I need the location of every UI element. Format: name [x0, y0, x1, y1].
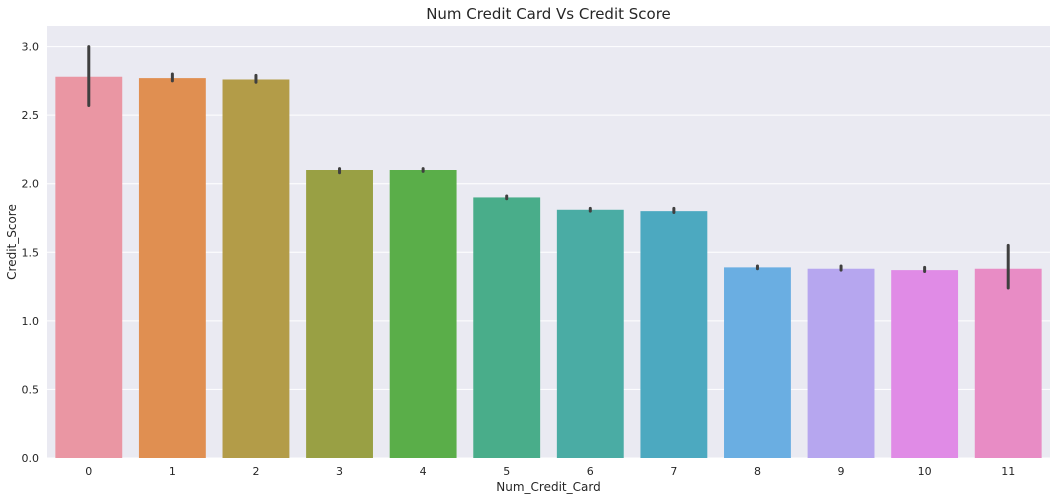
plot-background	[47, 26, 1050, 458]
error-bars	[87, 45, 1010, 290]
x-tick-label: 5	[503, 465, 510, 478]
bar	[306, 170, 373, 458]
x-tick-label: 11	[1001, 465, 1015, 478]
x-tick-label: 9	[838, 465, 845, 478]
x-tick-label: 6	[587, 465, 594, 478]
bar	[222, 79, 290, 458]
x-tick-label: 0	[85, 465, 92, 478]
bar	[389, 170, 457, 458]
x-tick-label: 7	[670, 465, 677, 478]
bars	[55, 76, 1042, 458]
y-tick-label: 0.0	[22, 452, 40, 465]
x-tick-label: 1	[169, 465, 176, 478]
bar	[640, 211, 708, 458]
x-tick-label: 4	[420, 465, 427, 478]
x-axis-ticks: 0 1 2 3 4 5 6 7 8 9 10 11	[85, 465, 1015, 478]
chart-title: Num Credit Card Vs Credit Score	[426, 5, 671, 23]
x-axis-label: Num_Credit_Card	[496, 480, 600, 494]
y-tick-label: 0.5	[22, 383, 40, 396]
bar	[807, 268, 875, 458]
y-tick-label: 2.5	[22, 109, 40, 122]
y-tick-label: 3.0	[22, 41, 40, 54]
y-tick-label: 2.0	[22, 178, 40, 191]
gridlines	[47, 46, 1050, 459]
y-axis-label: Credit_Score	[5, 204, 19, 280]
bar	[891, 270, 959, 458]
bar	[724, 267, 791, 458]
x-tick-label: 3	[336, 465, 343, 478]
y-tick-label: 1.5	[22, 246, 40, 259]
x-tick-label: 10	[918, 465, 932, 478]
y-axis-ticks: 0.0 0.5 1.0 1.5 2.0 2.5 3.0	[22, 41, 40, 465]
x-tick-label: 8	[754, 465, 761, 478]
bar	[138, 78, 206, 458]
bar	[974, 268, 1042, 458]
bar	[556, 209, 624, 458]
y-tick-label: 1.0	[22, 315, 40, 328]
bar	[55, 76, 123, 458]
bar	[473, 197, 541, 458]
x-tick-label: 2	[252, 465, 259, 478]
